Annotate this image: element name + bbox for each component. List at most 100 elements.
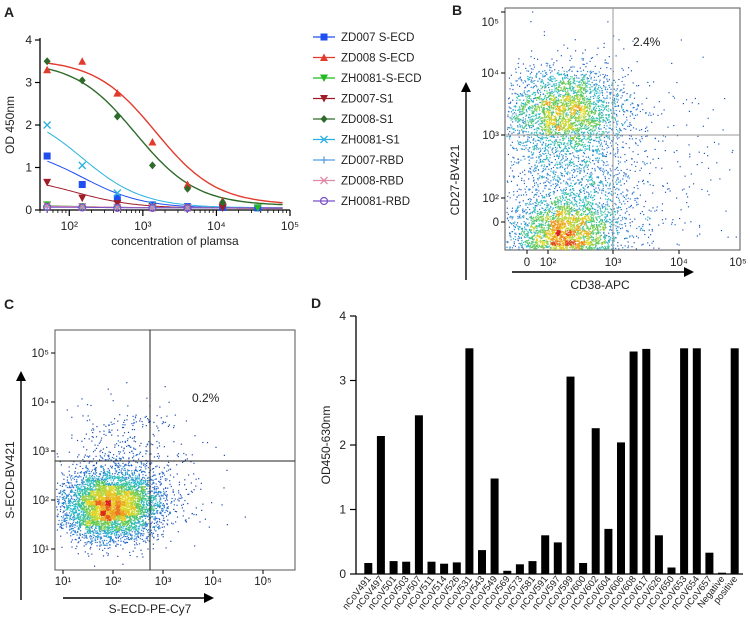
b-event-dot [533, 98, 535, 100]
b-event-dot [544, 130, 546, 132]
b-event-dot [545, 168, 547, 170]
b-event-dot [590, 78, 592, 80]
b-event-dot [518, 161, 520, 163]
b-event-dot [558, 245, 560, 247]
b-event-dot [573, 107, 575, 109]
b-event-dot [553, 225, 556, 227]
b-event-dot [547, 230, 549, 232]
b-event-dot [622, 218, 624, 220]
b-event-dot [578, 94, 580, 96]
b-event-dot [597, 100, 599, 102]
b-event-dot [561, 119, 563, 121]
b-event-dot [542, 235, 544, 237]
b-event-dot [584, 117, 586, 119]
b-event-dot [577, 226, 579, 228]
b-event-dot [544, 146, 546, 148]
a-data-point [43, 121, 52, 129]
b-event-dot [571, 128, 573, 131]
b-event-dot [555, 126, 557, 128]
b-event-dot [550, 246, 552, 249]
b-event-dot [596, 247, 598, 249]
b-event-dot [626, 99, 628, 101]
b-event-dot [605, 117, 607, 119]
b-event-dot [566, 237, 569, 239]
b-event-dot [566, 227, 568, 229]
b-event-dot [560, 235, 562, 237]
b-event-dot [565, 215, 567, 217]
b-event-dot [624, 121, 627, 123]
b-event-dot [555, 220, 557, 222]
b-event-dot [526, 144, 528, 146]
b-event-dot [579, 196, 581, 198]
b-event-dot [539, 223, 541, 225]
b-event-dot [604, 240, 606, 242]
b-event-dot [556, 207, 558, 209]
b-event-dot [564, 132, 566, 134]
b-event-dot [589, 92, 591, 94]
b-event-dot [541, 207, 543, 209]
b-event-dot [554, 220, 556, 222]
b-event-dot [620, 220, 622, 222]
b-event-dot [578, 123, 580, 125]
b-event-dot [561, 241, 563, 243]
b-event-dot [529, 109, 531, 111]
b-event-dot [541, 107, 543, 109]
b-event-dot [521, 216, 524, 218]
b-event-dot [632, 114, 634, 116]
b-event-dot [571, 76, 573, 78]
b-event-dot [535, 236, 537, 239]
b-event-dot [594, 119, 596, 121]
b-event-dot [581, 164, 583, 166]
b-event-dot [553, 229, 556, 231]
b-event-dot [557, 131, 559, 134]
b-event-dot [527, 120, 529, 122]
b-event-dot [603, 97, 605, 99]
b-event-dot [549, 211, 551, 213]
b-event-dot [570, 96, 572, 98]
b-event-dot [592, 232, 595, 234]
b-event-dot [582, 222, 584, 224]
b-event-dot [592, 121, 594, 123]
b-event-dot [545, 72, 547, 74]
b-event-dot [576, 228, 578, 230]
b-event-dot [581, 139, 583, 141]
b-event-dot [592, 236, 594, 238]
b-event-dot [591, 239, 593, 242]
b-event-dot [567, 242, 569, 245]
b-event-dot [528, 140, 530, 142]
b-event-dot [517, 215, 519, 217]
b-event-dot [555, 87, 558, 89]
b-event-dot [614, 202, 616, 205]
b-event-dot [599, 92, 601, 94]
b-event-dot [615, 228, 617, 230]
b-event-dot [614, 218, 616, 220]
b-event-dot [526, 245, 529, 247]
b-event-dot [533, 234, 535, 236]
b-event-dot [565, 93, 567, 95]
b-event-dot [554, 200, 556, 202]
b-event-dot [595, 92, 597, 95]
b-event-dot [540, 91, 542, 93]
b-event-dot [578, 128, 581, 130]
b-event-dot [566, 105, 568, 107]
b-event-dot [583, 202, 585, 204]
b-event-dot [599, 124, 601, 126]
b-event-dot [588, 211, 590, 213]
b-event-dot [522, 106, 524, 108]
b-event-dot [574, 135, 576, 137]
b-event-dot [566, 87, 568, 89]
b-event-dot [614, 113, 616, 115]
b-event-dot [610, 88, 612, 90]
b-event-dot [542, 100, 544, 102]
b-event-dot [556, 127, 558, 129]
b-event-dot [565, 124, 567, 126]
b-event-dot [604, 224, 606, 226]
b-event-dot [536, 72, 538, 74]
b-event-dot [555, 140, 557, 142]
b-event-dot [543, 158, 545, 161]
b-event-dot [623, 84, 625, 86]
b-event-dot [590, 191, 592, 193]
b-event-dot [552, 248, 555, 250]
b-event-dot [543, 120, 545, 122]
